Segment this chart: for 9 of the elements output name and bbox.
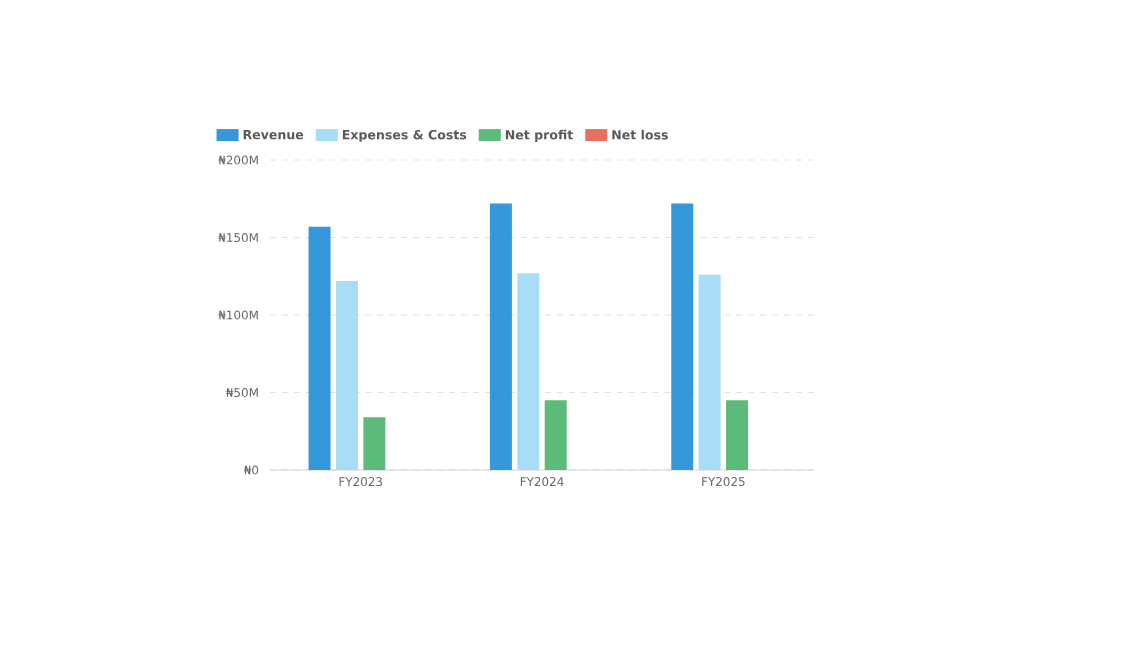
bar bbox=[308, 226, 331, 470]
bar bbox=[489, 203, 512, 470]
bar bbox=[726, 400, 749, 470]
bar bbox=[671, 203, 694, 470]
bar bbox=[698, 274, 721, 470]
bar bbox=[335, 280, 358, 470]
bar bbox=[517, 273, 540, 470]
bar bbox=[363, 417, 386, 470]
bar bbox=[544, 400, 567, 470]
